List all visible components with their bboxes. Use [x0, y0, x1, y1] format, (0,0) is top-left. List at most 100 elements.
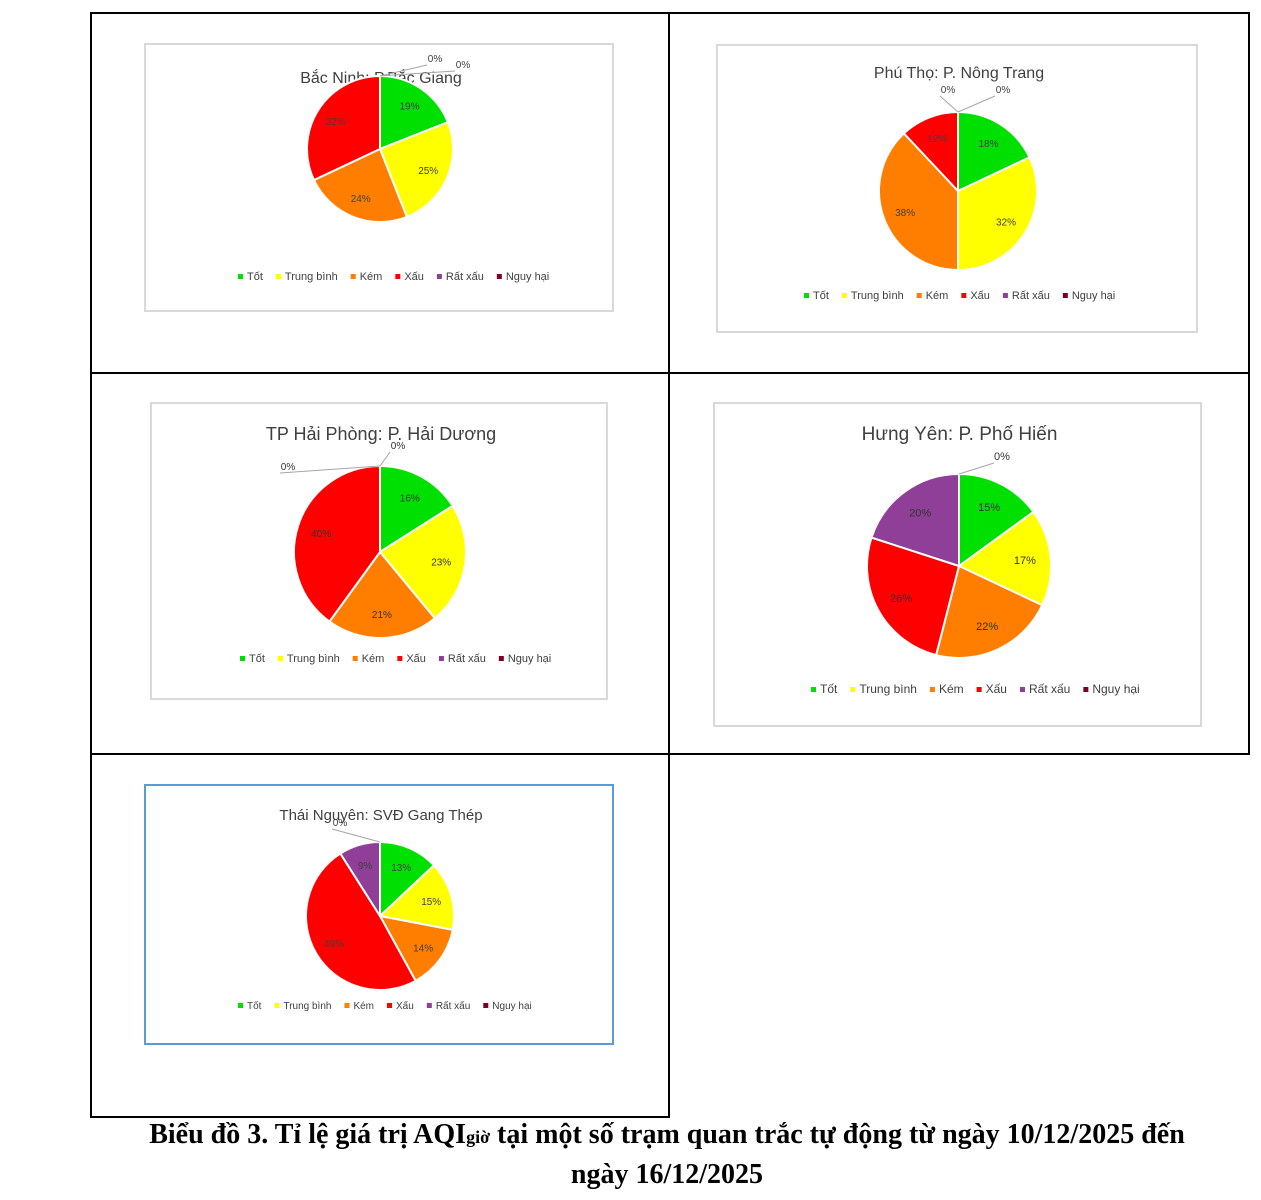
- legend-swatch: [277, 656, 283, 661]
- chart-title: Phú Thọ: P. Nông Trang: [874, 65, 1044, 82]
- legend-item: Trung bình: [274, 1001, 331, 1012]
- pie-slice-1: [957, 156, 1038, 272]
- pie-slice-3: [866, 536, 961, 657]
- legend-swatch: [238, 1003, 243, 1008]
- legend-label: Kém: [353, 1001, 374, 1012]
- pie-slice-1: [377, 863, 456, 932]
- legend-item: Rất xấu: [426, 1000, 470, 1012]
- pie-slice-3: [902, 110, 959, 194]
- pie-slice-0: [379, 840, 436, 919]
- data-label: 0%: [996, 85, 1011, 96]
- legend-label: Rất xấu: [448, 653, 486, 665]
- legend-swatch: [496, 274, 502, 279]
- leader-line: [379, 70, 456, 77]
- chart-title: Hưng Yên: P. Phố Hiến: [862, 424, 1058, 445]
- legend-item: Kém: [350, 271, 382, 283]
- legend-item: Tốt: [804, 290, 829, 302]
- data-label: 0%: [333, 818, 348, 829]
- legend-label: Xấu: [404, 271, 424, 283]
- pie-slice-2: [934, 564, 1044, 659]
- leader-line: [958, 462, 995, 475]
- legend-item: Trung bình: [850, 682, 917, 696]
- legend-label: Tốt: [247, 1000, 262, 1012]
- legend-swatch: [426, 1003, 432, 1008]
- pie-chart-thai-nguyen: Thái Nguyên: SVĐ Gang Thép 13% 15% 14% 49% 9%…: [238, 807, 532, 1012]
- data-label: 25%: [418, 166, 438, 177]
- legend-swatch: [961, 293, 967, 298]
- leader-line: [331, 828, 381, 843]
- data-label: 32%: [996, 218, 1016, 229]
- legend-label: Nguy hại: [492, 1001, 531, 1012]
- data-label: 13%: [391, 863, 411, 874]
- legend-item: Tốt: [811, 682, 838, 696]
- legend-label: Kém: [926, 290, 949, 302]
- legend-item: Kém: [916, 290, 949, 302]
- legend-item: Rất xấu: [1019, 682, 1070, 696]
- pie-slice-0: [957, 110, 1031, 193]
- legend-item: Rất xấu: [438, 653, 486, 665]
- leader-line: [957, 95, 996, 113]
- data-label: 22%: [976, 621, 998, 633]
- legend-item: Nguy hại: [496, 271, 549, 283]
- legend-swatch: [397, 656, 403, 661]
- legend-item: Xấu: [976, 682, 1007, 696]
- pie-chart-hai-phong: TP Hải Phòng: P. Hải Dương 16% 23% 21% 40% 0%…: [240, 424, 551, 665]
- pie-slice-1: [378, 504, 467, 620]
- legend-swatch: [1083, 687, 1089, 692]
- data-label: 17%: [1014, 555, 1036, 567]
- data-label: 23%: [431, 558, 451, 569]
- legend-swatch: [804, 293, 809, 298]
- legend-swatch: [841, 293, 847, 298]
- legend-item: Rất xấu: [436, 271, 484, 283]
- legend-label: Xấu: [970, 290, 990, 302]
- legend-label: Rất xấu: [1012, 290, 1050, 302]
- data-label: 16%: [400, 494, 420, 505]
- legend-swatch: [916, 293, 922, 298]
- data-label: 0%: [281, 462, 296, 473]
- pie-slice-3: [305, 852, 418, 992]
- data-label: 26%: [890, 593, 912, 605]
- table-cell-5: [90, 753, 670, 1118]
- legend-item: Trung bình: [277, 653, 340, 665]
- legend-item: Kém: [929, 682, 964, 696]
- legend-swatch: [238, 274, 243, 279]
- data-label: 15%: [421, 897, 441, 908]
- legend-swatch: [1002, 293, 1008, 298]
- caption-prefix: Biểu đồ 3. Tỉ lệ giá trị AQI: [149, 1119, 467, 1150]
- pie-slice-1: [957, 510, 1052, 607]
- legend-label: Xấu: [406, 653, 426, 665]
- data-label: 49%: [324, 939, 344, 950]
- pie-slice-0: [958, 472, 1035, 568]
- data-label: 15%: [978, 502, 1000, 514]
- data-label: 9%: [358, 861, 373, 872]
- legend-label: Rất xấu: [436, 1000, 470, 1012]
- legend-label: Tốt: [820, 682, 838, 696]
- legend-label: Trung bình: [285, 271, 338, 283]
- pie-slice-3: [306, 74, 381, 182]
- legend-label: Kém: [939, 682, 964, 696]
- legend-swatch: [387, 1003, 393, 1008]
- data-label: 21%: [372, 610, 392, 621]
- legend-label: Trung bình: [859, 682, 917, 696]
- legend-label: Trung bình: [851, 290, 904, 302]
- data-label: 12%: [927, 134, 947, 145]
- legend-label: Tốt: [813, 290, 829, 302]
- legend-item: Trung bình: [841, 290, 904, 302]
- leader-line: [379, 451, 391, 467]
- legend-swatch: [352, 656, 358, 661]
- legend-item: Kém: [344, 1001, 374, 1012]
- leader-line: [379, 64, 428, 77]
- legend-item: Tốt: [238, 271, 263, 283]
- data-label: 24%: [351, 194, 371, 205]
- legend-item: Tốt: [240, 653, 265, 665]
- chart-thai-nguyen: Thái Nguyên: SVĐ Gang Thép 13% 15% 14% 49% 9%…: [144, 784, 614, 1045]
- pie-slice-2: [312, 147, 409, 223]
- legend-swatch: [274, 1003, 280, 1008]
- legend-label: Trung bình: [283, 1001, 331, 1012]
- pie-slice-2: [328, 550, 437, 639]
- caption-subscript: giờ: [466, 1127, 491, 1147]
- pie-chart-hung-yen: Hưng Yên: P. Phố Hiến 15% 17% 22% 26% 20% 0% Tố…: [811, 424, 1140, 696]
- legend-label: Kém: [362, 653, 385, 665]
- legend-label: Rất xấu: [1029, 682, 1070, 696]
- data-label: 40%: [311, 529, 331, 540]
